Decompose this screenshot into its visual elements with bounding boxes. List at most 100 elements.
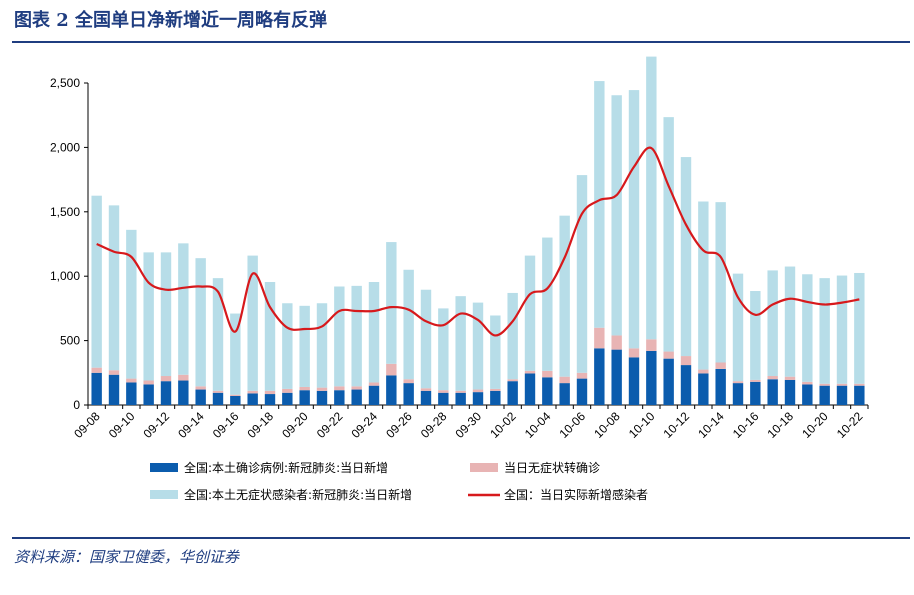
- bar-asymptomatic-to-confirmed: [854, 383, 865, 386]
- bar-asymptomatic-to-confirmed: [472, 389, 484, 393]
- bar-asymptomatic-to-confirmed: [732, 381, 744, 384]
- bar-asymptomatic: [334, 286, 345, 387]
- bar-asymptomatic: [230, 313, 241, 395]
- bar-confirmed: [784, 379, 796, 405]
- bar-asymptomatic: [420, 289, 432, 389]
- bar-asymptomatic: [819, 278, 830, 384]
- line-series: [96, 146, 860, 337]
- bar-asymptomatic-to-confirmed: [802, 381, 813, 385]
- bar-asymptomatic-to-confirmed: [819, 383, 830, 386]
- bar-confirmed: [854, 385, 865, 405]
- bar-confirmed: [403, 383, 414, 405]
- x-tick-label: 10-06: [557, 409, 589, 441]
- bar-confirmed: [628, 357, 640, 405]
- bar-asymptomatic: [784, 266, 796, 377]
- x-tick-label: 09-16: [210, 409, 242, 441]
- bar-asymptomatic-to-confirmed: [490, 388, 501, 391]
- bar-asymptomatic-to-confirmed: [420, 388, 432, 391]
- bar-asymptomatic-to-confirmed: [646, 339, 657, 351]
- bar-asymptomatic: [732, 273, 744, 382]
- bar-asymptomatic-to-confirmed: [212, 390, 224, 393]
- line-actual-new-infections: [96, 146, 860, 337]
- bar-asymptomatic-to-confirmed: [663, 351, 674, 359]
- legend-label: 全国:本土无症状感染者:新冠肺炎:当日新增: [184, 487, 412, 502]
- x-tick-label: 10-20: [799, 409, 831, 441]
- bar-asymptomatic: [646, 56, 657, 340]
- bar-asymptomatic-to-confirmed: [91, 367, 102, 373]
- x-tick-label: 09-28: [418, 409, 450, 441]
- y-tick-label: 1,000: [50, 269, 80, 283]
- bar-asymptomatic: [472, 302, 484, 390]
- legend-swatch: [150, 490, 178, 499]
- bar-confirmed: [438, 392, 449, 405]
- bar-series: [91, 56, 865, 405]
- bar-asymptomatic: [195, 258, 206, 387]
- x-tick-label: 09-26: [383, 409, 415, 441]
- y-tick-label: 2,500: [50, 76, 80, 90]
- bar-asymptomatic-to-confirmed: [455, 390, 466, 393]
- bar-asymptomatic: [698, 201, 709, 370]
- bar-asymptomatic-to-confirmed: [836, 383, 848, 386]
- bar-confirmed: [715, 368, 726, 405]
- legend: 全国:本土确诊病例:新冠肺炎:当日新增 当日无症状转确诊全国:本土无症状感染者:新…: [150, 460, 648, 502]
- bar-confirmed: [264, 394, 276, 405]
- bar-confirmed: [524, 373, 536, 405]
- bar-confirmed: [802, 384, 813, 405]
- legend-label: 全国：当日实际新增感染者: [504, 487, 648, 502]
- bar-confirmed: [195, 389, 206, 405]
- bar-asymptomatic: [143, 252, 154, 381]
- bar-confirmed: [490, 390, 501, 405]
- bar-asymptomatic: [750, 291, 761, 380]
- legend-swatch: [470, 463, 498, 472]
- bar-asymptomatic: [559, 215, 570, 377]
- bar-asymptomatic-to-confirmed: [160, 376, 172, 382]
- bar-confirmed: [160, 381, 172, 405]
- bar-asymptomatic-to-confirmed: [108, 370, 120, 375]
- bar-confirmed: [334, 390, 345, 405]
- bar-asymptomatic-to-confirmed: [784, 376, 796, 380]
- x-tick-label: 10-10: [626, 409, 658, 441]
- bar-asymptomatic: [836, 275, 848, 384]
- bar-confirmed: [299, 390, 310, 405]
- x-tick-label: 09-22: [314, 409, 346, 441]
- y-tick-label: 0: [73, 398, 80, 412]
- bar-asymptomatic-to-confirmed: [247, 390, 258, 394]
- bar-asymptomatic: [507, 292, 518, 380]
- bar-confirmed: [247, 393, 258, 405]
- x-tick-label: 10-14: [695, 409, 727, 441]
- bar-asymptomatic: [438, 308, 449, 391]
- bar-asymptomatic-to-confirmed: [403, 379, 414, 384]
- y-tick-labels: 0 500 1,000 1,500 2,000 2,500: [50, 76, 80, 412]
- x-tick-label: 10-18: [765, 409, 797, 441]
- bar-confirmed: [386, 375, 397, 405]
- x-tick-label: 09-08: [71, 409, 103, 441]
- bar-confirmed: [178, 380, 189, 405]
- bar-asymptomatic-to-confirmed: [178, 374, 189, 381]
- x-tick-label: 10-22: [834, 409, 866, 441]
- bar-confirmed: [420, 390, 432, 405]
- bar-confirmed: [143, 384, 154, 405]
- legend-label: 当日无症状转确诊: [504, 460, 600, 475]
- bar-asymptomatic: [802, 274, 813, 382]
- bar-asymptomatic: [351, 285, 362, 387]
- bar-asymptomatic: [264, 281, 276, 391]
- bar-asymptomatic-to-confirmed: [368, 382, 380, 386]
- bar-asymptomatic-to-confirmed: [698, 369, 709, 374]
- bar-asymptomatic: [854, 272, 865, 384]
- bar-asymptomatic-to-confirmed: [507, 379, 518, 382]
- bar-asymptomatic-to-confirmed: [230, 394, 241, 396]
- bar-asymptomatic-to-confirmed: [126, 378, 137, 383]
- bar-confirmed: [767, 379, 778, 405]
- bar-asymptomatic-to-confirmed: [542, 370, 553, 378]
- x-tick-label: 09-14: [175, 409, 207, 441]
- bar-confirmed: [472, 392, 484, 405]
- x-tick-labels: 09-08 09-10 09-12 09-14 09-16 09-18 09-20 09-22…: [71, 409, 865, 441]
- bar-asymptomatic-to-confirmed: [559, 376, 570, 384]
- x-tick-label: 10-12: [661, 409, 693, 441]
- chart-title: 图表 2 全国单日净新增近一周略有反弹: [14, 10, 328, 31]
- bar-asymptomatic-to-confirmed: [628, 348, 640, 358]
- bar-asymptomatic: [212, 278, 224, 391]
- bar-confirmed: [91, 372, 102, 405]
- bar-asymptomatic: [178, 243, 189, 375]
